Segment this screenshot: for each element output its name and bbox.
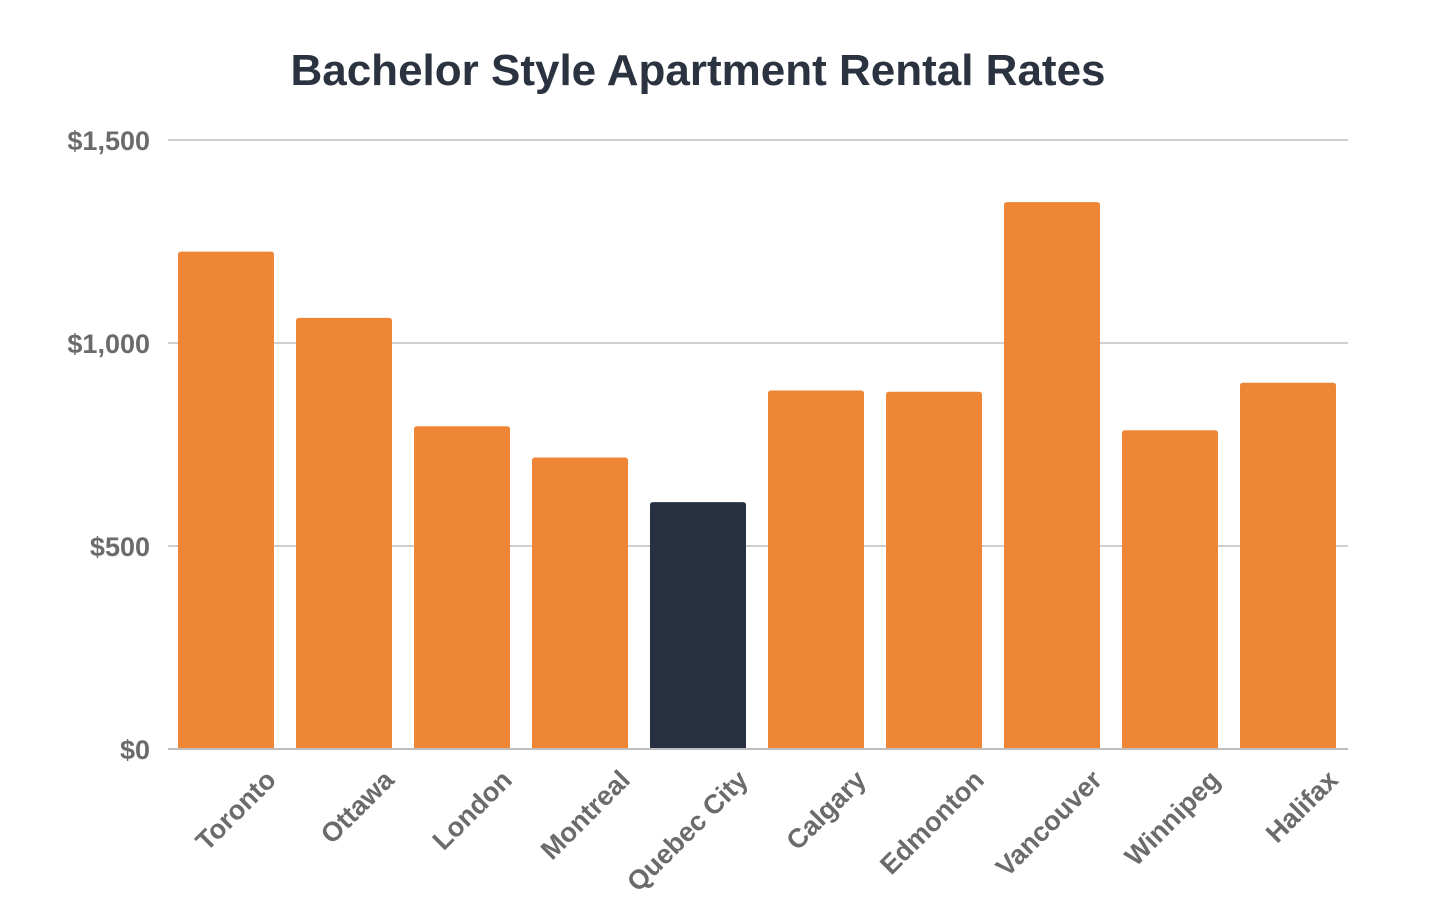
- bar-vancouver: [1004, 202, 1100, 750]
- bar-edmonton: [886, 391, 982, 749]
- bar-calgary: [768, 390, 864, 749]
- x-tick-label: Toronto: [190, 765, 282, 857]
- bar-montreal: [532, 457, 628, 749]
- chart-title: Bachelor Style Apartment Rental Rates: [290, 46, 1106, 95]
- y-tick-label: $0: [120, 735, 150, 765]
- y-tick-label: $500: [90, 532, 150, 562]
- x-tick-label: Winnipeg: [1119, 765, 1226, 872]
- x-tick-label: Montreal: [535, 765, 636, 866]
- bar-ottawa: [296, 317, 392, 749]
- x-tick-label: Vancouver: [990, 764, 1108, 882]
- x-tick-label: Ottawa: [315, 764, 401, 850]
- x-tick-label: Halifax: [1260, 765, 1344, 849]
- x-tick-label: London: [427, 765, 518, 856]
- bar-london: [414, 426, 510, 749]
- bar-quebec-city: [650, 502, 746, 749]
- bar-halifax: [1240, 382, 1336, 749]
- bar-toronto: [178, 251, 274, 749]
- x-tick-label: Quebec City: [621, 765, 754, 898]
- y-tick-label: $1,000: [67, 329, 150, 359]
- y-axis-ticks: $0 $500 $1,000 $1,500: [67, 126, 150, 765]
- bar-winnipeg: [1122, 430, 1218, 749]
- x-tick-label: Calgary: [781, 765, 872, 856]
- x-tick-label: Edmonton: [874, 765, 990, 881]
- y-tick-label: $1,500: [67, 126, 150, 156]
- bars: [178, 202, 1336, 750]
